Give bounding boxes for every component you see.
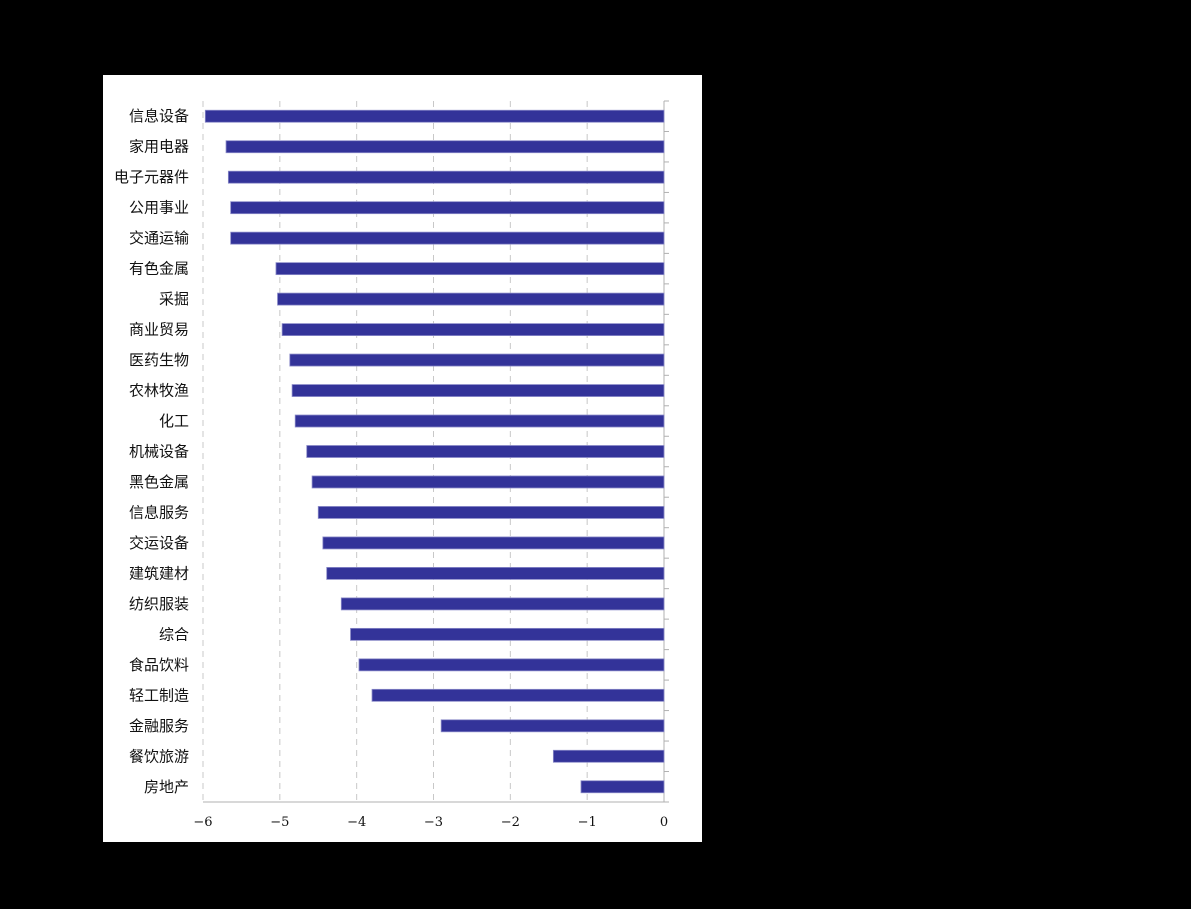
category-label: 医药生物 [129,351,189,369]
bar-chart: −6 −5 −4 −3 −2 −1 0 信息设备家用电器电子元器件公用事业交通运输有色金属采掘… [114,100,669,830]
bar [340,597,665,611]
chart-panel: −6 −5 −4 −3 −2 −1 0 信息设备家用电器电子元器件公用事业交通运输有色金属采掘… [103,75,702,842]
bar [225,140,665,154]
category-label: 综合 [159,625,189,643]
category-label: 房地产 [144,778,189,796]
category-label: 家用电器 [129,138,189,156]
bar [227,170,665,184]
x-tick-label: −5 [270,815,289,830]
bar [281,323,665,336]
category-label: 餐饮旅游 [129,747,189,765]
category-label: 建筑建材 [129,564,189,582]
bar [371,688,665,702]
category-label: 商业贸易 [129,321,189,339]
category-label: 电子元器件 [114,168,189,186]
category-label: 公用事业 [129,199,189,217]
x-tick-label: −2 [501,815,520,830]
bar [230,201,665,215]
category-label: 交运设备 [129,534,189,552]
category-label: 有色金属 [129,260,189,278]
category-label: 食品饮料 [129,656,189,674]
category-label: 信息设备 [129,107,189,125]
bar [440,719,665,733]
category-label: 机械设备 [129,443,189,461]
bar [326,567,665,580]
bar [311,475,665,489]
category-label: 纺织服装 [129,595,189,613]
bar [230,231,665,245]
bar [358,658,665,672]
category-label: 交通运输 [129,229,189,247]
x-tick-label: −4 [347,815,366,830]
bar [204,109,665,123]
bar [350,627,665,641]
x-tick-label: −3 [424,815,443,830]
bar [289,353,665,367]
category-label: 金融服务 [129,717,189,735]
category-label: 农林牧渔 [129,382,189,400]
x-tick-label: 0 [660,815,668,830]
bar [306,445,665,458]
bar [291,384,665,397]
category-label: 信息服务 [129,503,189,521]
x-tick-label: −1 [578,815,597,830]
bar [552,749,665,763]
bar [580,780,665,794]
category-label: 轻工制造 [129,686,189,704]
bar [317,506,665,519]
bar [294,414,665,428]
bar [275,262,665,276]
category-label: 黑色金属 [129,473,189,491]
category-label: 采掘 [159,290,189,308]
bar [322,536,665,550]
category-label: 化工 [159,412,189,430]
x-tick-label: −6 [193,815,212,830]
bar [277,292,665,306]
